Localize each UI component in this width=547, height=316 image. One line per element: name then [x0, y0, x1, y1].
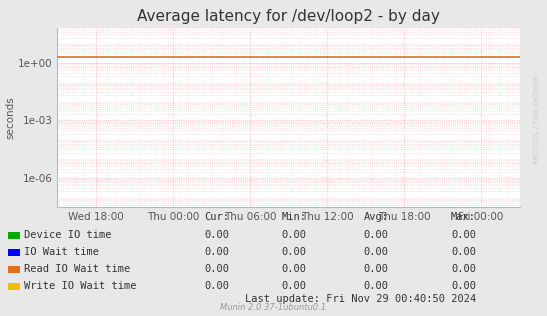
- Text: 0.00: 0.00: [451, 264, 476, 274]
- Text: Avg:: Avg:: [363, 212, 388, 222]
- Text: Last update: Fri Nov 29 00:40:50 2024: Last update: Fri Nov 29 00:40:50 2024: [245, 294, 476, 304]
- Text: 0.00: 0.00: [451, 281, 476, 291]
- Text: RRDTOOL / TOBI OETIKER: RRDTOOL / TOBI OETIKER: [534, 76, 540, 164]
- Text: 0.00: 0.00: [281, 230, 306, 240]
- Text: 0.00: 0.00: [281, 247, 306, 257]
- Text: Max:: Max:: [451, 212, 476, 222]
- Text: Cur:: Cur:: [205, 212, 230, 222]
- Text: IO Wait time: IO Wait time: [24, 247, 98, 257]
- Text: 0.00: 0.00: [205, 281, 230, 291]
- Y-axis label: seconds: seconds: [5, 96, 15, 139]
- Text: Device IO time: Device IO time: [24, 230, 111, 240]
- Text: Read IO Wait time: Read IO Wait time: [24, 264, 130, 274]
- Text: Write IO Wait time: Write IO Wait time: [24, 281, 136, 291]
- Text: 0.00: 0.00: [205, 230, 230, 240]
- Text: 0.00: 0.00: [363, 230, 388, 240]
- Text: 0.00: 0.00: [451, 247, 476, 257]
- Text: Munin 2.0.37-1ubuntu0.1: Munin 2.0.37-1ubuntu0.1: [220, 303, 327, 312]
- Text: 0.00: 0.00: [363, 281, 388, 291]
- Text: 0.00: 0.00: [281, 281, 306, 291]
- Text: 0.00: 0.00: [451, 230, 476, 240]
- Text: 0.00: 0.00: [281, 264, 306, 274]
- Text: Min:: Min:: [281, 212, 306, 222]
- Title: Average latency for /dev/loop2 - by day: Average latency for /dev/loop2 - by day: [137, 9, 440, 25]
- Text: 0.00: 0.00: [205, 247, 230, 257]
- Text: 0.00: 0.00: [205, 264, 230, 274]
- Text: 0.00: 0.00: [363, 264, 388, 274]
- Text: 0.00: 0.00: [363, 247, 388, 257]
